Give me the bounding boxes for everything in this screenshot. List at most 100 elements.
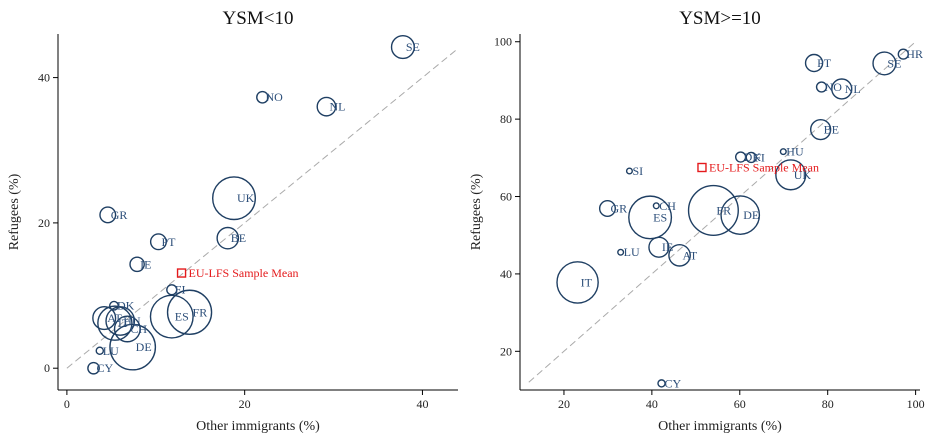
- y-tick-label: 20: [500, 344, 512, 358]
- point-label-de: DE: [136, 340, 152, 354]
- point-label-pt: PT: [161, 235, 176, 249]
- data-point-pt: [149, 233, 167, 251]
- data-point-se: [872, 51, 897, 76]
- data-point-si: [625, 167, 633, 175]
- point-label-ie: IE: [140, 257, 151, 271]
- y-tick-label: 60: [500, 190, 512, 204]
- point-label-it: IT: [118, 316, 130, 330]
- x-tick-label: 80: [822, 397, 834, 411]
- data-point-uk: [211, 176, 256, 221]
- point-label-dk: DK: [744, 150, 762, 164]
- data-point-es: [628, 195, 673, 240]
- point-label-lu: LU: [624, 245, 640, 259]
- point-label-se: SE: [887, 56, 901, 70]
- chart-title: YSM>=10: [679, 8, 761, 29]
- data-point-uk: [775, 159, 807, 191]
- data-point-hu: [779, 148, 787, 156]
- data-point-lu: [95, 346, 105, 356]
- point-label-de: DE: [743, 208, 759, 222]
- point-label-se: SE: [406, 40, 420, 54]
- x-tick-label: 60: [734, 397, 746, 411]
- data-point-ie: [648, 236, 670, 258]
- point-label-at: AT: [683, 248, 698, 262]
- data-point-at: [92, 306, 117, 331]
- point-label-cy: CY: [97, 361, 114, 375]
- y-tick-label: 40: [500, 267, 512, 281]
- x-tick-label: 20: [558, 397, 570, 411]
- data-point-dk: [109, 300, 119, 311]
- data-point-no: [815, 81, 828, 93]
- data-point-fi: [166, 284, 178, 296]
- panel-1: YSM<10 0 20 40 0 20 40 Other immigrants (%) Refu…: [7, 8, 459, 434]
- data-point-de: [109, 323, 157, 371]
- data-point-ie: [129, 256, 145, 273]
- sample-mean-marker: [697, 162, 707, 173]
- point-label-it: IT: [581, 275, 593, 289]
- data-point-cy: [87, 361, 100, 375]
- data-point-se: [390, 35, 415, 60]
- data-point-it: [556, 261, 599, 304]
- data-point-hu: [105, 306, 136, 336]
- point-label-be: BE: [824, 123, 839, 137]
- y-tick-label: 100: [494, 35, 512, 49]
- point-label-uk: UK: [794, 168, 812, 182]
- data-point-nl: [831, 78, 853, 100]
- data-point-lu: [617, 248, 625, 256]
- y-axis-label: Refugees (%): [7, 173, 22, 250]
- point-label-si: SI: [632, 164, 643, 178]
- data-point-ch: [652, 202, 660, 210]
- point-label-fr: FR: [716, 203, 731, 217]
- point-label-gr: GR: [610, 202, 627, 216]
- point-label-dk: DK: [117, 299, 135, 313]
- point-label-no: NO: [825, 80, 843, 94]
- point-label-cy: CY: [665, 376, 682, 390]
- data-point-cy: [657, 379, 666, 388]
- data-point-fr: [166, 289, 213, 335]
- panel-2: YSM>=10 20 40 60 80 100 20 40 60 80 100 Other immig…: [469, 8, 925, 434]
- point-label-fr: FR: [193, 305, 208, 319]
- point-label-fi: FI: [754, 150, 765, 164]
- point-label-hr: HR: [906, 47, 923, 61]
- point-label-nl: NL: [329, 100, 345, 114]
- point-label-hu: HU: [786, 145, 804, 159]
- y-tick-label: 80: [500, 112, 512, 126]
- data-point-fr: [687, 184, 739, 237]
- data-point-at: [668, 243, 691, 267]
- x-tick-label: 100: [907, 397, 925, 411]
- data-point-be: [810, 118, 832, 141]
- diagonal-reference-line: [528, 41, 916, 383]
- x-axis-label: Other immigrants (%): [196, 419, 320, 434]
- point-label-nl: NL: [845, 82, 861, 96]
- point-label-uk: UK: [237, 191, 255, 205]
- x-tick-label: 20: [239, 397, 251, 411]
- data-point-fi: [745, 151, 757, 164]
- point-label-be: BE: [231, 231, 246, 245]
- data-point-ch: [113, 315, 141, 343]
- point-label-fi: FI: [175, 283, 186, 297]
- chart-title: YSM<10: [223, 8, 294, 29]
- data-point-de: [720, 195, 761, 235]
- x-tick-label: 40: [646, 397, 658, 411]
- data-point-pt: [804, 53, 824, 73]
- point-label-gr: GR: [111, 208, 128, 222]
- data-point-gr: [99, 206, 117, 224]
- point-label-pt: PT: [817, 56, 832, 70]
- y-tick-label: 40: [38, 71, 50, 85]
- point-label-ch: CH: [659, 199, 676, 213]
- y-tick-label: 20: [38, 216, 50, 230]
- x-tick-label: 0: [64, 397, 70, 411]
- x-axis-label: Other immigrants (%): [658, 419, 782, 434]
- y-axis-label: Refugees (%): [469, 173, 484, 250]
- point-label-at: AT: [107, 311, 122, 325]
- data-point-nl: [316, 96, 337, 117]
- data-point-hr: [897, 48, 909, 60]
- point-label-ch: CH: [130, 322, 147, 336]
- sample-mean-label: EU-LFS Sample Mean: [709, 161, 819, 175]
- data-point-it: [97, 305, 133, 341]
- sample-mean-marker: [176, 268, 187, 278]
- point-label-ie: IE: [662, 240, 673, 254]
- data-point-no: [256, 90, 269, 104]
- point-label-es: ES: [653, 210, 667, 224]
